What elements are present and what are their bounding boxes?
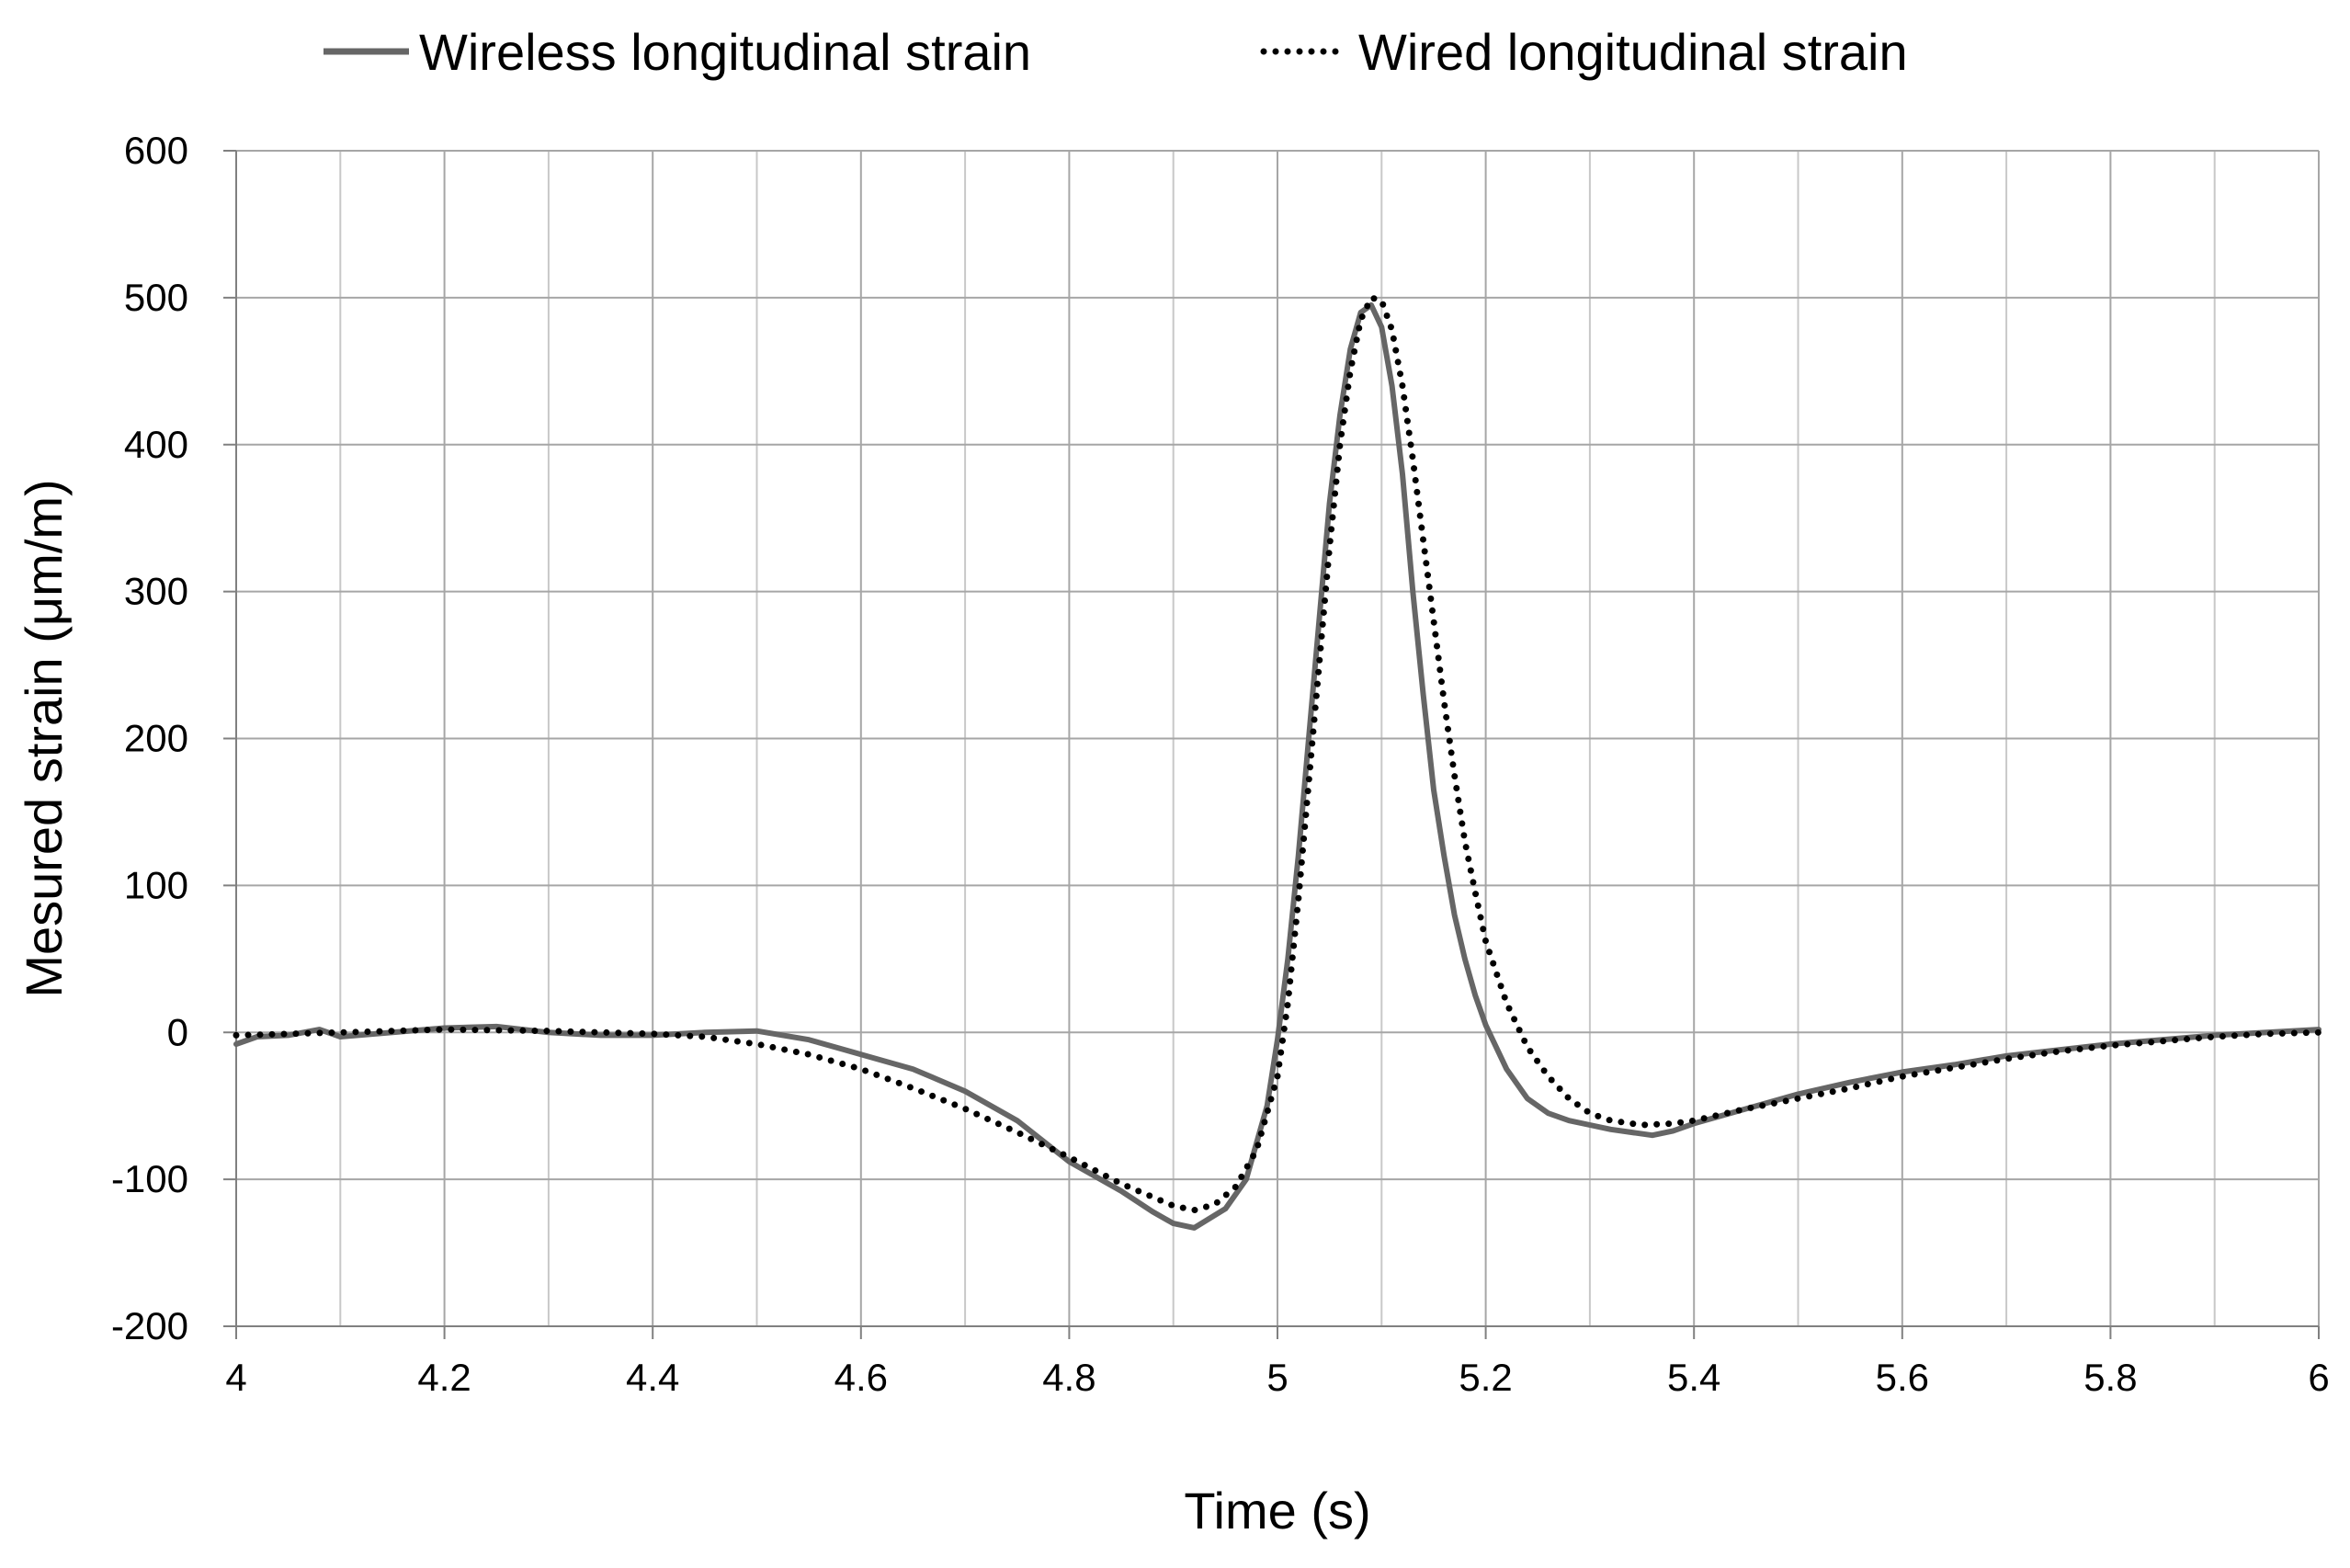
x-tick-label: 4 <box>225 1356 246 1399</box>
x-tick-label: 5.8 <box>2083 1356 2137 1399</box>
y-tick-label: 100 <box>124 863 188 906</box>
series-layer <box>233 294 2322 1231</box>
y-tick-label: 300 <box>124 570 188 613</box>
x-axis-title: Time (s) <box>1184 1482 1370 1540</box>
x-tick-label: 5.2 <box>1459 1356 1512 1399</box>
x-tick-label: 5.6 <box>1876 1356 1929 1399</box>
y-axis-title: Mesured strain (μm/m) <box>15 479 73 997</box>
legend-label-wireless: Wireless longitudinal strain <box>419 23 1031 81</box>
axes: -200 -100 0 100 200 300 400 500 600 4 4.2 4.4 4.6 4.8… <box>111 129 2330 1399</box>
grid <box>235 150 2320 1327</box>
x-tick-label: 4.2 <box>417 1356 471 1399</box>
y-tick-label: 400 <box>124 423 188 466</box>
x-tick-label: 4.4 <box>626 1356 679 1399</box>
x-tick-label: 4.6 <box>834 1356 888 1399</box>
y-tick-label: 500 <box>124 276 188 319</box>
y-tick-label: -200 <box>111 1304 188 1347</box>
x-tick-label: 4.8 <box>1042 1356 1096 1399</box>
y-tick-label: 200 <box>124 717 188 760</box>
legend: Wireless longitudinal strain Wired longi… <box>324 23 1908 81</box>
x-tick-label: 5.4 <box>1667 1356 1720 1399</box>
y-tick-label: -100 <box>111 1157 188 1200</box>
x-tick-label: 5 <box>1266 1356 1288 1399</box>
x-tick-label: 6 <box>2308 1356 2329 1399</box>
y-tick-label: 600 <box>124 129 188 172</box>
y-tick-label: 0 <box>167 1010 188 1053</box>
legend-label-wired: Wired longitudinal strain <box>1358 23 1908 81</box>
series-line-wired <box>233 294 2322 1214</box>
